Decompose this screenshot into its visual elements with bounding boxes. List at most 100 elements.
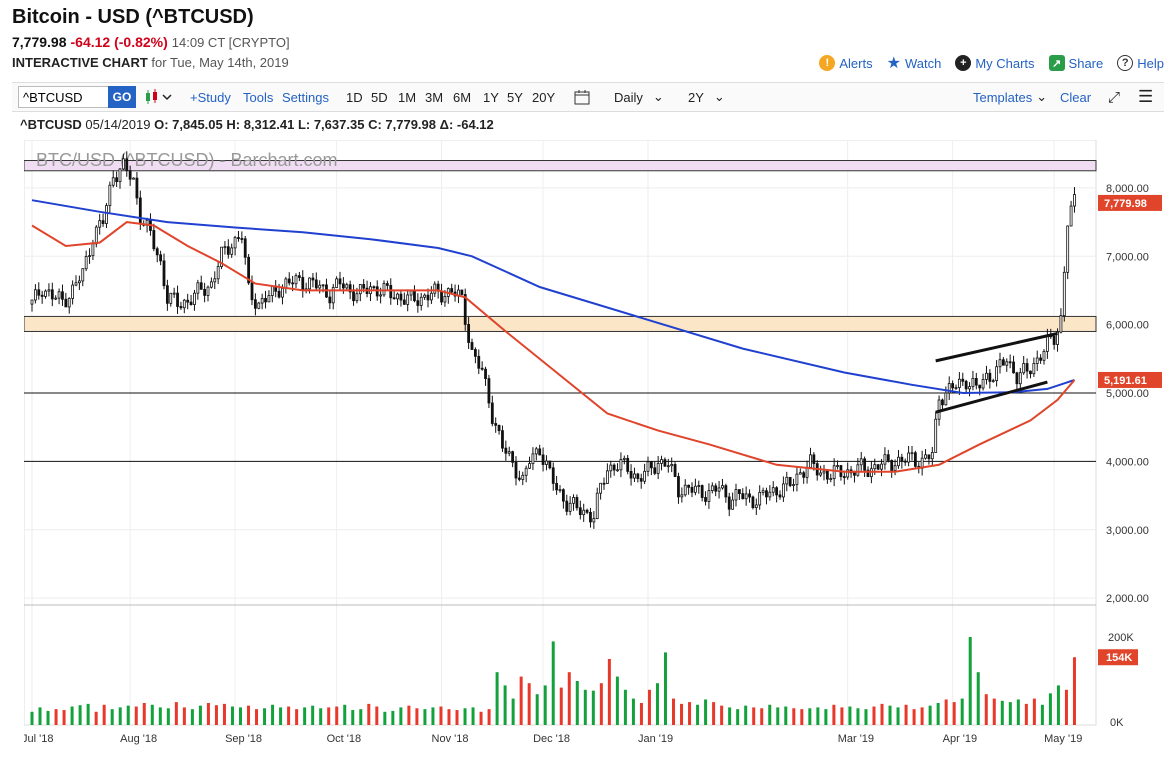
templates-button[interactable]: Templates ⌄ <box>973 83 1047 111</box>
settings-button[interactable]: Settings <box>282 89 329 105</box>
volume-bar <box>375 706 379 725</box>
menu-icon[interactable]: ☰ <box>1138 87 1154 106</box>
candle-body <box>71 284 75 299</box>
chart-area[interactable]: 2,000.00 3,000.00 4,000.00 5,000.00 6,000.00… <box>22 139 1170 756</box>
interval-value: Daily <box>614 89 643 105</box>
share-link[interactable]: ↗ Share <box>1048 53 1103 73</box>
candle-body <box>683 484 687 496</box>
period-1d[interactable]: 1D <box>346 89 363 105</box>
go-button[interactable]: GO <box>108 86 136 108</box>
templates-label: Templates <box>973 89 1033 105</box>
candle-body <box>897 456 900 467</box>
volume-bar <box>655 683 659 725</box>
volume-bar <box>206 703 210 725</box>
candle-body <box>277 290 281 298</box>
candle-body <box>328 296 332 304</box>
period-1m[interactable]: 1M <box>398 89 417 105</box>
expand-icon[interactable]: ⤢ <box>1108 88 1121 106</box>
ohlc-high: H: 8,312.41 <box>226 117 295 132</box>
candle-body <box>951 383 955 389</box>
candle-body <box>531 453 535 465</box>
volume-bar <box>800 709 804 725</box>
candle-body <box>582 509 586 516</box>
volume-bar <box>407 705 411 725</box>
help-link[interactable]: ? Help <box>1117 53 1164 73</box>
volume-bar <box>303 707 307 725</box>
ohlc-readout: ^BTCUSD 05/14/2019 O: 7,845.05 H: 8,312.… <box>20 117 494 132</box>
watch-link[interactable]: ★ Watch <box>887 53 942 73</box>
period-6m[interactable]: 6M <box>453 89 472 105</box>
candle-body <box>338 278 342 285</box>
volume-zero-label: 0K <box>1110 717 1124 729</box>
candle-body <box>558 489 562 492</box>
period-5y[interactable]: 5Y <box>507 89 523 105</box>
candle-body <box>270 285 274 296</box>
candle-body <box>118 168 122 183</box>
symbol-input[interactable] <box>18 86 114 108</box>
my-charts-link[interactable]: + My Charts <box>955 53 1035 73</box>
range-select[interactable]: 2Y ⌄ <box>688 83 725 111</box>
last-price-label: 7,779.98 <box>1104 198 1147 210</box>
candle-body <box>67 298 71 308</box>
candle-body <box>1032 363 1036 375</box>
candle-body <box>314 279 318 289</box>
candle-body <box>690 486 694 493</box>
candle-body <box>250 282 254 301</box>
candle-body <box>264 298 267 303</box>
clear-button[interactable]: Clear <box>1060 89 1092 105</box>
candle-body <box>487 378 491 404</box>
ohlc-low: L: 7,637.35 <box>297 117 365 132</box>
candle-body <box>47 289 51 292</box>
candle-body <box>385 283 389 286</box>
period-20y[interactable]: 20Y <box>532 89 556 105</box>
interval-select[interactable]: Daily ⌄ <box>614 83 664 111</box>
last-price: 7,779.98 <box>12 34 67 50</box>
candle-body <box>101 220 105 224</box>
candle-body <box>240 238 244 240</box>
candle-body <box>517 477 521 480</box>
candle-body <box>1025 363 1029 372</box>
volume-bar <box>255 709 259 725</box>
moving-average-200 <box>31 199 1075 395</box>
candle-body <box>74 282 78 286</box>
period-3m[interactable]: 3M <box>425 89 444 105</box>
volume-last-label: 154K <box>1106 652 1132 664</box>
volume-bar <box>904 704 908 725</box>
candle-body <box>622 457 626 460</box>
candle-body <box>389 285 393 299</box>
candle-body <box>616 469 619 472</box>
candle-body <box>335 278 339 288</box>
price-chart-svg[interactable]: 2,000.00 3,000.00 4,000.00 5,000.00 6,000.00… <box>22 139 1170 756</box>
period-1y[interactable]: 1Y <box>483 89 499 105</box>
study-button[interactable]: +Study <box>190 89 231 105</box>
volume-bar <box>110 709 114 725</box>
candle-body <box>802 472 806 478</box>
candle-body <box>971 377 975 388</box>
volume-bar <box>343 704 347 725</box>
candle-body <box>396 293 399 300</box>
volume-bar <box>495 672 499 725</box>
volume-bar <box>62 710 66 725</box>
candle-body <box>233 237 237 249</box>
volume-bar <box>118 707 122 725</box>
help-label: Help <box>1137 55 1164 71</box>
interactive-chart-title: INTERACTIVE CHART <box>12 55 148 70</box>
candle-body <box>907 452 911 463</box>
candle-body <box>463 294 467 325</box>
chart-type-selector[interactable] <box>144 83 174 111</box>
candle-body <box>504 447 508 454</box>
candle-body <box>930 452 934 460</box>
volume-bar <box>247 705 251 725</box>
volume-bar <box>591 690 595 725</box>
candle-body <box>473 349 477 357</box>
period-5d[interactable]: 5D <box>371 89 388 105</box>
calendar-icon[interactable] <box>574 83 590 111</box>
candle-body <box>964 380 968 390</box>
alerts-link[interactable]: ! Alerts <box>819 53 873 73</box>
candle-body <box>223 246 227 249</box>
tools-button[interactable]: Tools <box>243 89 274 105</box>
candle-body <box>372 286 376 289</box>
range-value: 2Y <box>688 89 704 105</box>
volume-bar <box>864 709 868 725</box>
chevron-down-icon: ⌄ <box>1036 89 1048 104</box>
